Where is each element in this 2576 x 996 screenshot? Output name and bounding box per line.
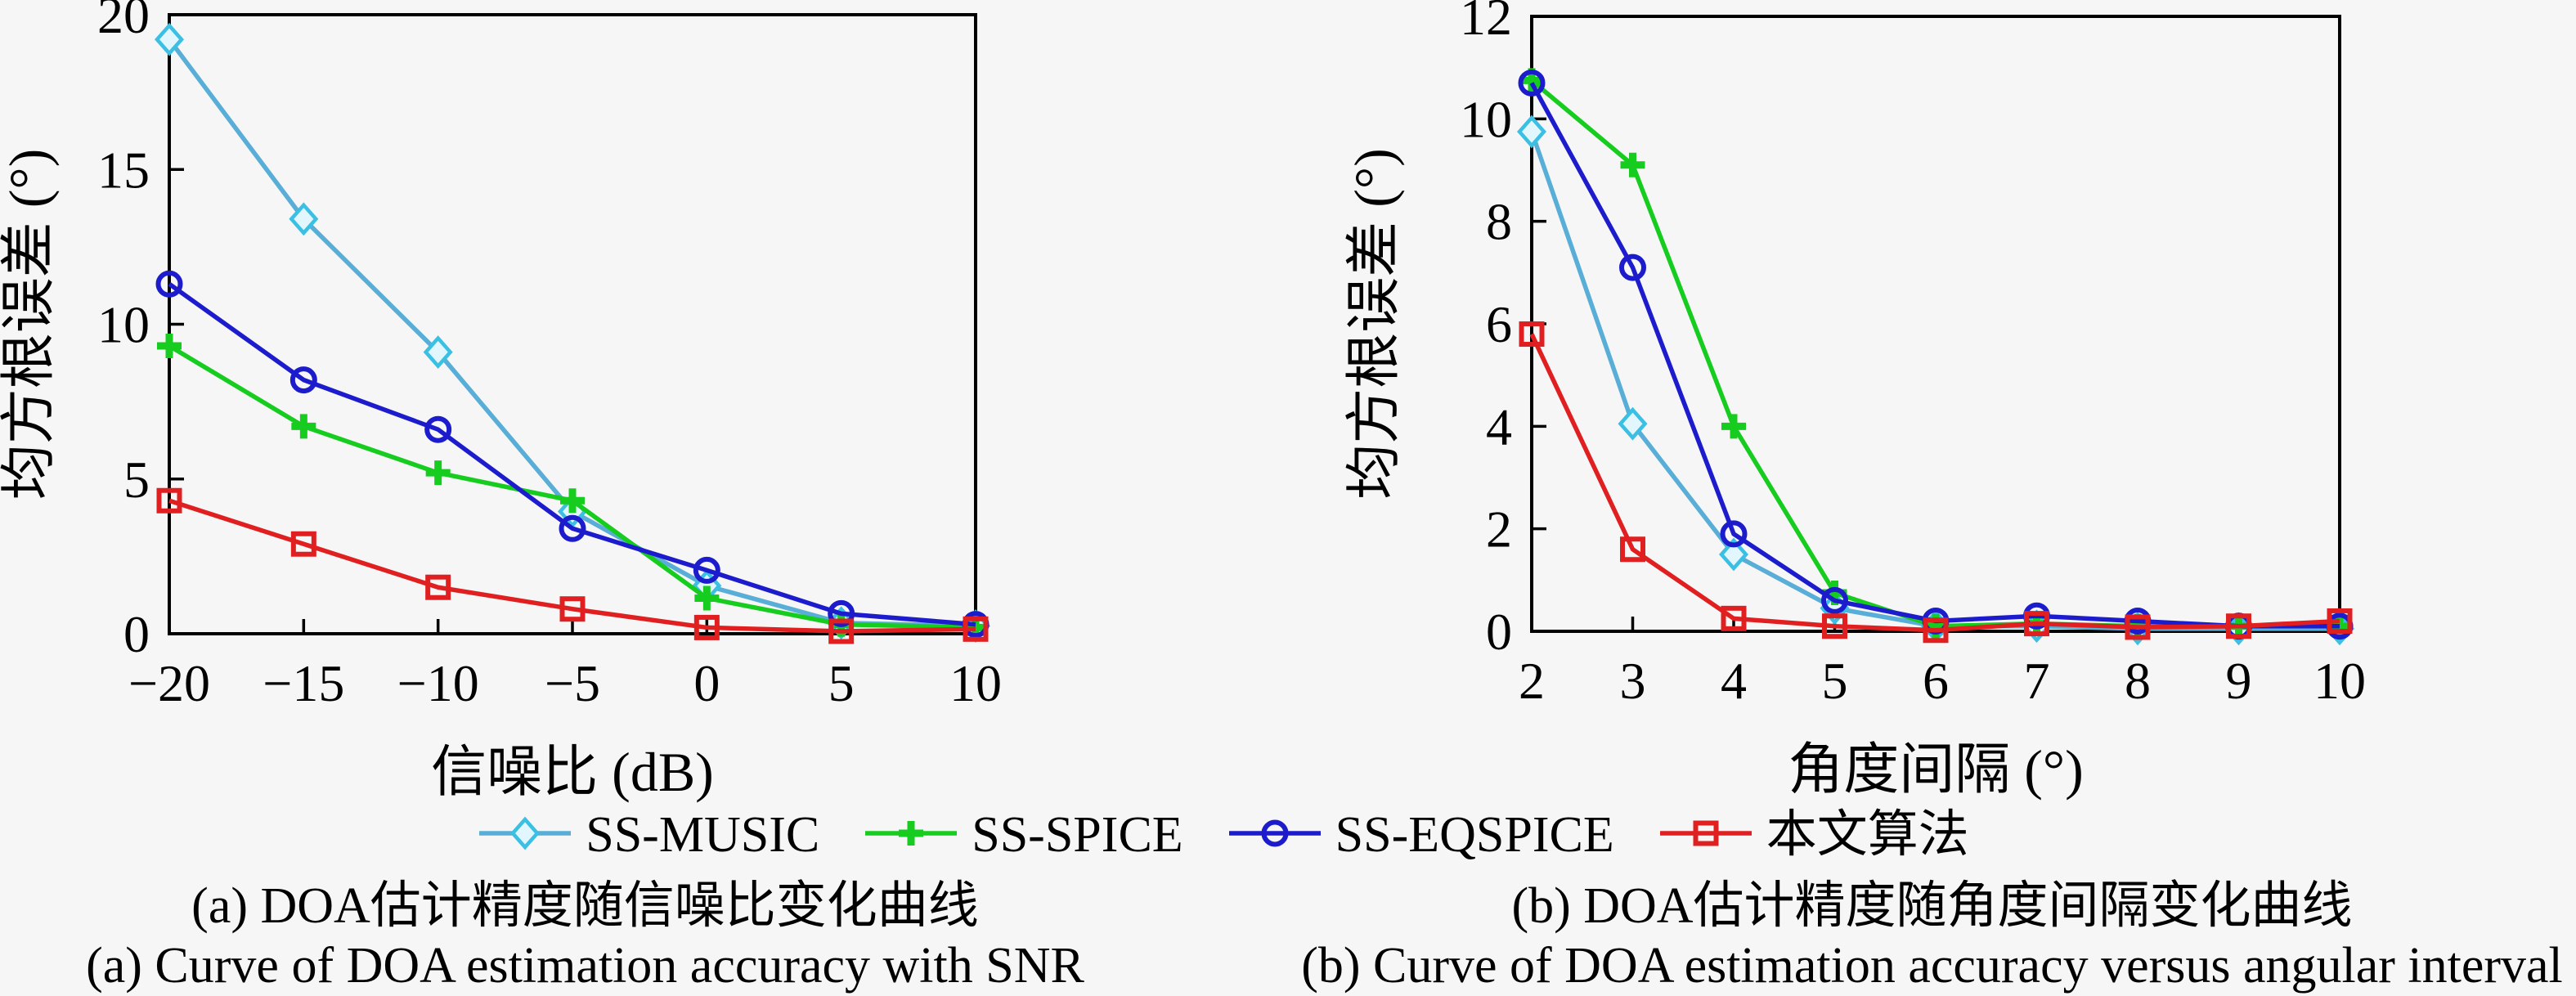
caption-a-en: (a) Curve of DOA estimation accuracy wit… xyxy=(86,938,1084,994)
circle-marker-icon xyxy=(424,415,452,443)
y-tick-label: 6 xyxy=(1486,295,1512,353)
legend-label: SS-EQSPICE xyxy=(1335,807,1614,863)
y-axis-label: 均方根误差 (°) xyxy=(0,149,60,500)
diamond-marker-icon xyxy=(1618,406,1648,441)
square-marker-icon xyxy=(156,487,182,514)
legend-label: SS-SPICE xyxy=(972,807,1183,863)
caption-a: (a) DOA估计精度随信噪比变化曲线 (a) Curve of DOA est… xyxy=(0,877,1229,996)
x-tick-label: 5 xyxy=(828,654,855,712)
square-marker-icon xyxy=(828,618,855,644)
diamond-marker-icon xyxy=(1516,114,1547,149)
y-axis-label: 均方根误差 (°) xyxy=(1343,148,1405,499)
legend-label: 本文算法 xyxy=(1766,807,1969,863)
y-tick-label: 0 xyxy=(123,605,150,663)
square-marker-icon xyxy=(2226,613,2251,639)
x-tick-label: −10 xyxy=(397,654,479,712)
x-tick-label: 0 xyxy=(693,654,720,712)
circle-marker-icon xyxy=(1518,69,1546,96)
chart-a-canvas: −20 −15 −10 −5 0 5 10 0 5 10 15 20 信噪比 (dB) 均方根误差 (°) xyxy=(0,0,1002,803)
plus-marker-icon xyxy=(862,804,960,867)
series-line-SS-SPICE xyxy=(168,343,976,630)
x-tick-label: −5 xyxy=(545,654,600,712)
y-tick-label: 12 xyxy=(1460,0,1512,46)
caption-b: (b) DOA估计精度随角度间隔变化曲线 (b) Curve of DOA es… xyxy=(1288,877,2576,996)
square-marker-icon xyxy=(290,531,316,557)
x-tick-label: 10 xyxy=(2313,652,2366,710)
square-marker-icon xyxy=(2327,608,2353,634)
square-marker-icon xyxy=(1822,613,1847,639)
circle-marker-icon xyxy=(1261,819,1289,846)
series-line-本文算法 xyxy=(1529,333,2340,633)
series-line-SS-EQSPICE xyxy=(1529,82,2340,629)
x-tick-label: 7 xyxy=(2024,652,2050,710)
circle-marker-icon xyxy=(155,270,183,298)
legend-label: SS-MUSIC xyxy=(586,807,820,863)
square-marker-icon xyxy=(425,574,451,600)
square-marker-icon xyxy=(1519,321,1545,348)
x-tick-label: 5 xyxy=(1822,652,1848,710)
x-tick-label: 4 xyxy=(1721,652,1747,710)
square-marker-icon xyxy=(2125,614,2151,640)
legend-item-ss-music: SS-MUSIC xyxy=(476,804,819,867)
diamond-marker-icon xyxy=(154,22,185,56)
square-marker-icon xyxy=(1657,804,1755,867)
circle-marker-icon xyxy=(289,366,317,394)
diamond-marker-icon xyxy=(1718,537,1749,572)
chart-b: 2 3 4 5 6 7 8 9 10 0 2 4 6 8 10 12 角度间隔 (°) 均方根误差 (°) xyxy=(1288,0,2576,822)
series-line-SS-MUSIC xyxy=(1529,131,2340,631)
square-marker-icon xyxy=(693,614,720,640)
square-marker-icon xyxy=(1693,820,1719,846)
y-tick-label: 2 xyxy=(1486,500,1512,559)
square-marker-icon xyxy=(1923,617,1949,644)
square-marker-icon xyxy=(1721,605,1747,631)
x-axis-label: 信噪比 (dB) xyxy=(431,741,714,803)
circle-marker-icon xyxy=(1226,804,1324,867)
x-tick-label: 10 xyxy=(949,654,1002,712)
x-tick-label: 3 xyxy=(1620,652,1646,710)
x-tick-label: 8 xyxy=(2125,652,2151,710)
chart-a: −20 −15 −10 −5 0 5 10 0 5 10 15 20 信噪比 (dB) 均方根误差 (°) xyxy=(0,0,1288,822)
y-tick-label: 0 xyxy=(1486,603,1512,661)
diamond-marker-icon xyxy=(476,804,574,867)
caption-b-en: (b) Curve of DOA estimation accuracy ver… xyxy=(1301,938,2563,994)
x-tick-label: 2 xyxy=(1519,652,1545,710)
diamond-marker-icon xyxy=(289,202,319,236)
legend-item-proposed: 本文算法 xyxy=(1657,804,1969,867)
caption-a-zh: (a) DOA估计精度随信噪比变化曲线 xyxy=(191,878,979,934)
square-marker-icon xyxy=(2024,611,2049,637)
legend: SS-MUSIC SS-SPICE SS-EQSPICE 本文算法 xyxy=(0,803,2511,867)
circle-marker-icon xyxy=(1619,253,1646,281)
circle-marker-icon xyxy=(828,599,855,627)
square-marker-icon xyxy=(963,616,989,642)
caption-b-zh: (b) DOA估计精度随角度间隔变化曲线 xyxy=(1511,878,2353,934)
y-tick-label: 4 xyxy=(1486,397,1512,455)
circle-marker-icon xyxy=(1821,586,1848,614)
y-tick-label: 5 xyxy=(123,451,150,509)
y-tick-label: 10 xyxy=(97,296,150,354)
circle-marker-icon xyxy=(693,556,720,584)
series-line-SS-EQSPICE xyxy=(168,282,976,627)
x-tick-label: 9 xyxy=(2226,652,2252,710)
x-axis-label: 角度间隔 (°) xyxy=(1788,738,2083,801)
x-tick-label: −15 xyxy=(263,654,344,712)
square-marker-icon xyxy=(559,596,586,622)
y-tick-label: 8 xyxy=(1486,193,1512,251)
x-tick-label: −20 xyxy=(128,654,210,712)
circle-marker-icon xyxy=(559,514,586,542)
y-tick-label: 20 xyxy=(97,0,150,44)
diamond-marker-icon xyxy=(510,816,541,850)
square-marker-icon xyxy=(1620,536,1645,563)
y-tick-label: 10 xyxy=(1460,90,1512,148)
circle-marker-icon xyxy=(1720,520,1748,548)
diamond-marker-icon xyxy=(423,335,453,369)
legend-item-ss-eqspice: SS-EQSPICE xyxy=(1226,804,1614,867)
x-tick-label: 6 xyxy=(1923,652,1949,710)
charts-row: −20 −15 −10 −5 0 5 10 0 5 10 15 20 信噪比 (dB) 均方根误差 (°)… xyxy=(0,0,2576,822)
series-line-SS-SPICE xyxy=(1530,79,2340,629)
series-line-本文算法 xyxy=(168,498,976,634)
y-tick-label: 15 xyxy=(97,141,150,199)
captions-row: (a) DOA估计精度随信噪比变化曲线 (a) Curve of DOA est… xyxy=(0,877,2576,996)
legend-item-ss-spice: SS-SPICE xyxy=(862,804,1183,867)
